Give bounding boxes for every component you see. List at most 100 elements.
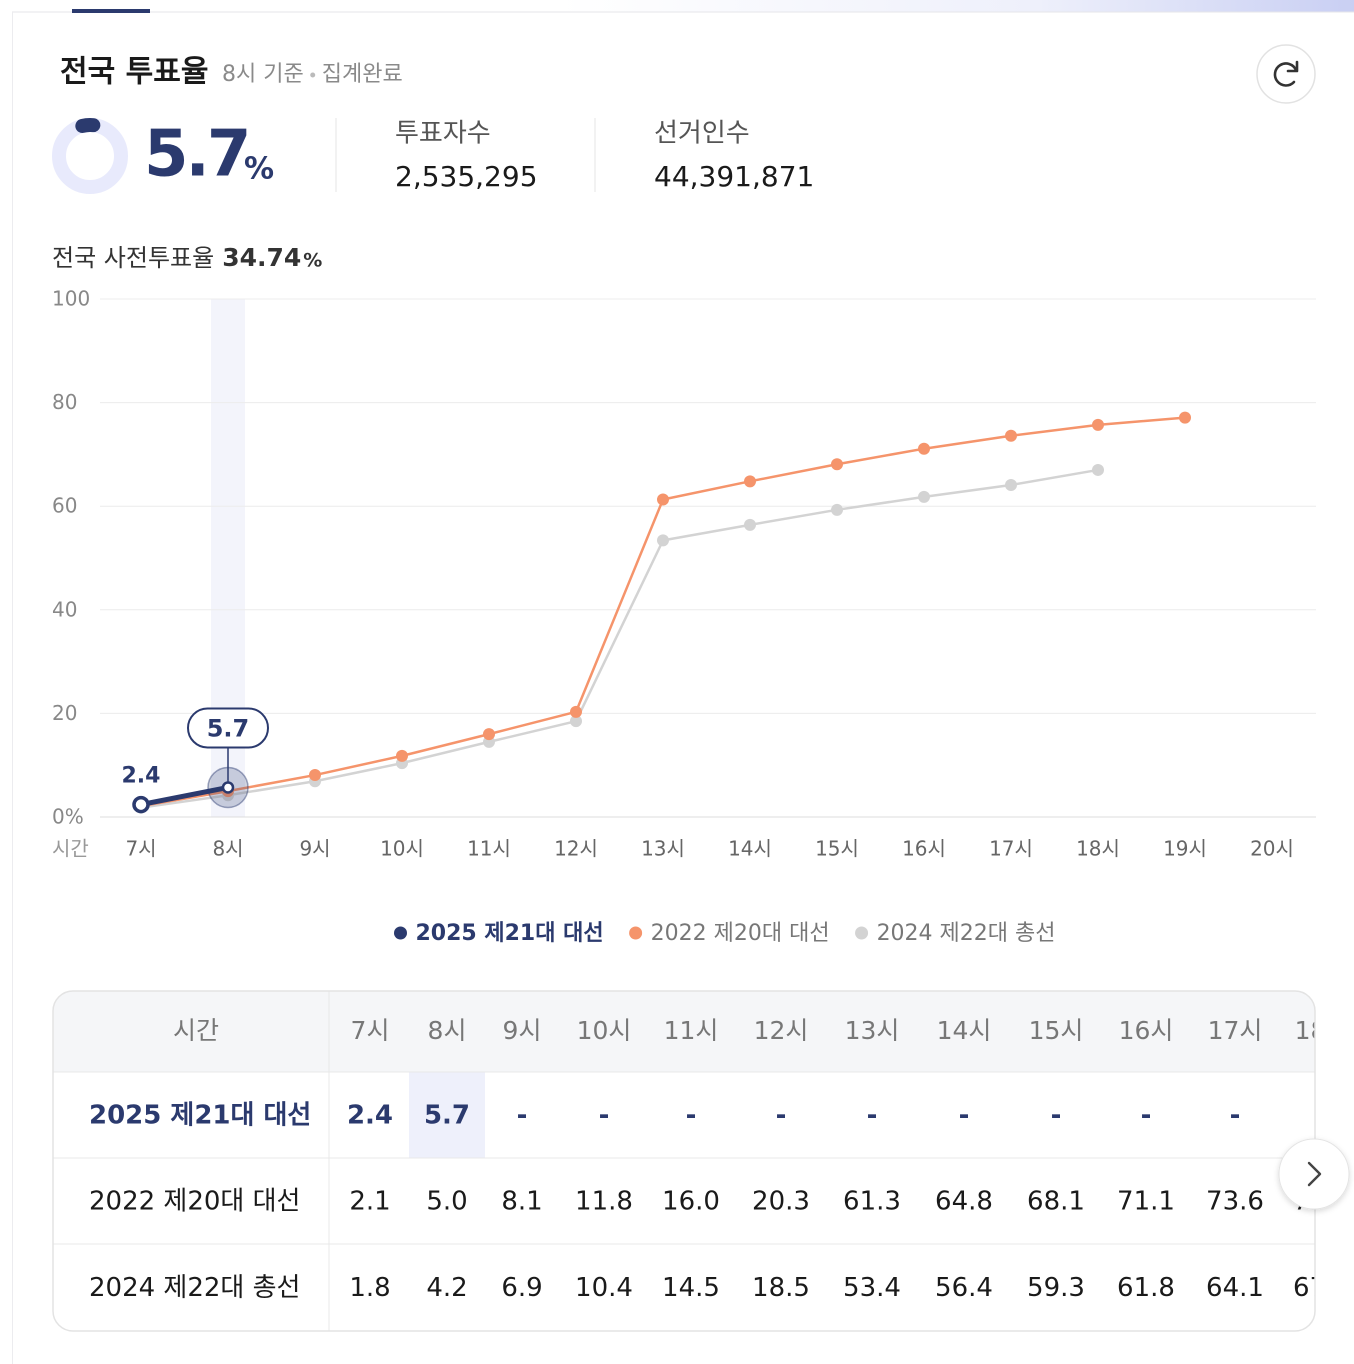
table-cell: 56.4 xyxy=(935,1273,993,1303)
legend-label: 2022 제20대 대선 xyxy=(651,921,830,946)
next-circle[interactable] xyxy=(1278,1138,1350,1210)
series-point xyxy=(657,534,669,547)
stat-value: 2,535,295 xyxy=(395,160,538,193)
series-point xyxy=(1092,418,1104,431)
table-cell: 4.2 xyxy=(426,1273,467,1303)
x-tick-label: 10시 xyxy=(380,837,424,861)
y-tick-label: 0% xyxy=(52,805,84,829)
table-header-cell: 11시 xyxy=(664,1016,719,1045)
series-point xyxy=(570,705,582,718)
table-header-cell: 17시 xyxy=(1208,1016,1263,1045)
data-label: 2.4 xyxy=(122,764,161,789)
row-label: 2025 제21대 대선 xyxy=(89,1101,311,1131)
table-body: 시간 7시 8시 9시 10시 11시 12시 13시 14시 15시 16시 17시 18시 2025 … xyxy=(53,991,1351,1331)
x-tick-label: 9시 xyxy=(299,837,330,861)
series-line xyxy=(138,784,231,808)
title: 전국 투표율 xyxy=(60,55,208,90)
early-unit: % xyxy=(303,250,322,272)
table-cell: 14.5 xyxy=(662,1273,720,1303)
refresh-button[interactable] xyxy=(1256,44,1316,104)
x-tick-label: 20시 xyxy=(1250,837,1294,861)
y-tick-label: 100 xyxy=(52,287,90,311)
table-cell: 18.5 xyxy=(752,1273,810,1303)
table-cell: 8.1 xyxy=(501,1187,542,1217)
table: 시간 7시 8시 9시 10시 11시 12시 13시 14시 15시 16시 17시 18시 2025 … xyxy=(52,990,1351,1332)
table-cell: 61.3 xyxy=(843,1187,901,1217)
x-tick-label: 13시 xyxy=(641,837,685,861)
y-tick-label: 40 xyxy=(52,597,77,621)
separator xyxy=(310,72,316,78)
table-cell: - xyxy=(599,1101,610,1131)
table-cell: 71.1 xyxy=(1117,1187,1175,1217)
legend-swatch xyxy=(394,926,407,940)
series-point xyxy=(1005,429,1017,442)
table-cell: 73.6 xyxy=(1206,1187,1264,1217)
row-label: 2022 제20대 대선 xyxy=(89,1187,300,1217)
table-header-bg xyxy=(53,991,1315,1072)
table-cell: 2.1 xyxy=(349,1187,390,1217)
donut-value xyxy=(75,118,101,133)
table-cell: - xyxy=(867,1101,878,1131)
legend-item: 2024 제22대 총선 xyxy=(855,921,1056,946)
table-cell: 59.3 xyxy=(1027,1273,1085,1303)
series-point xyxy=(918,442,930,455)
donut-track xyxy=(52,118,128,194)
table-cell: 64.8 xyxy=(935,1187,993,1217)
table-cell: - xyxy=(686,1101,697,1131)
y-tick-label: 60 xyxy=(52,494,77,518)
table-cell: 5.0 xyxy=(426,1187,467,1217)
y-tick-label: 20 xyxy=(52,701,77,725)
table-cell: - xyxy=(1317,1101,1328,1131)
table-header-cell: 18시 xyxy=(1295,1016,1350,1045)
table-cell: 67.0 xyxy=(1293,1273,1351,1303)
y-tick-label: 80 xyxy=(52,390,77,414)
series-point xyxy=(744,518,756,531)
x-tick-label: 8시 xyxy=(212,837,243,861)
table-cell: 6.9 xyxy=(501,1273,542,1303)
table-header-cell: 14시 xyxy=(937,1016,992,1045)
stat-label: 선거인수 xyxy=(654,119,750,149)
x-tick-label: 18시 xyxy=(1076,837,1120,861)
table-header-cell: 13시 xyxy=(845,1016,900,1045)
x-tick-label: 16시 xyxy=(902,837,946,861)
table-cell: 53.4 xyxy=(843,1273,901,1303)
table-cell: 20.3 xyxy=(752,1187,810,1217)
x-axis-label: 시간 xyxy=(52,837,89,861)
table-cell: 1.8 xyxy=(349,1273,390,1303)
series-point xyxy=(831,458,843,471)
series-line xyxy=(139,468,1100,809)
x-tick-label: 12시 xyxy=(554,837,598,861)
table-header-cell: 8시 xyxy=(428,1016,467,1045)
series-point xyxy=(221,781,235,794)
next-icon[interactable] xyxy=(1307,1161,1322,1187)
table-cell: - xyxy=(776,1101,787,1131)
series-point xyxy=(744,475,756,488)
refresh-icon[interactable] xyxy=(1273,62,1298,87)
series-point xyxy=(918,490,930,503)
x-tick-label: 17시 xyxy=(989,837,1033,861)
table-cell: - xyxy=(517,1101,528,1131)
table-cell: 5.7 xyxy=(424,1101,470,1131)
table-cell: 16.0 xyxy=(662,1187,720,1217)
status: 집계완료 xyxy=(322,62,403,87)
series-point xyxy=(309,769,321,782)
table-header-cell: 9시 xyxy=(503,1016,542,1045)
x-tick-label: 19시 xyxy=(1163,837,1207,861)
x-tick-label: 14시 xyxy=(728,837,772,861)
series-point xyxy=(1179,411,1191,424)
table-header-cell: 16시 xyxy=(1119,1016,1174,1045)
refresh-arrow[interactable] xyxy=(1286,60,1299,73)
table-cell: 64.1 xyxy=(1206,1273,1264,1303)
active-tab[interactable] xyxy=(72,9,150,13)
series-point xyxy=(483,728,495,741)
stat-label: 투표자수 xyxy=(395,119,491,149)
next-button[interactable] xyxy=(1278,1138,1350,1210)
refresh-circle[interactable] xyxy=(1256,44,1316,104)
table-header-cell: 15시 xyxy=(1029,1016,1084,1045)
series-point xyxy=(132,795,150,814)
x-tick-label: 7시 xyxy=(125,837,156,861)
chart: 0% 20 40 60 80 100 시간 7시 8시 9시 10시 11시 12시 13시 14시 15시 1… xyxy=(52,287,1316,946)
series-point xyxy=(396,749,408,762)
table-cell: - xyxy=(1051,1101,1062,1131)
table-cell: 61.8 xyxy=(1117,1273,1175,1303)
